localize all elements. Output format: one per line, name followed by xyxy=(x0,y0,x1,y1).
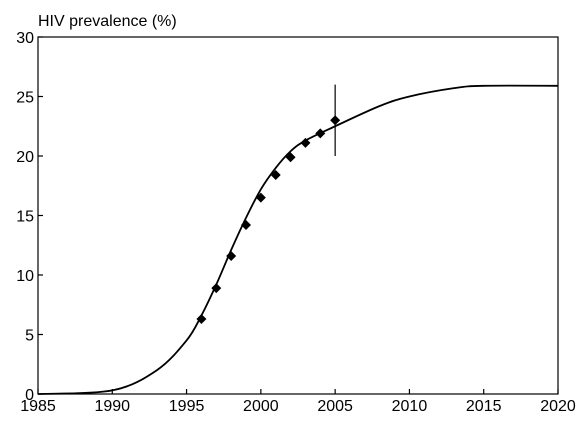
data-point-marker xyxy=(330,115,341,126)
plot-frame xyxy=(37,36,559,395)
y-axis: 0 5 10 15 20 25 30 xyxy=(16,30,43,404)
x-tick-label: 1985 xyxy=(20,398,56,415)
x-tick-label: 2005 xyxy=(317,398,353,415)
data-point-marker xyxy=(211,283,222,294)
data-point-marker xyxy=(315,128,326,139)
x-tick-label: 2020 xyxy=(540,398,576,415)
x-axis: 1985 1990 1995 2000 2005 2010 2015 2020 xyxy=(20,389,576,415)
y-tick-label: 30 xyxy=(16,30,34,47)
data-markers xyxy=(196,115,341,325)
x-tick-label: 1990 xyxy=(94,398,130,415)
data-point-marker xyxy=(285,152,296,163)
x-tick-label: 1995 xyxy=(169,398,205,415)
y-tick-label: 5 xyxy=(25,328,34,345)
data-point-marker xyxy=(226,250,237,261)
data-point-marker xyxy=(300,137,311,148)
data-point-marker xyxy=(241,220,251,231)
x-tick-label: 2015 xyxy=(466,398,502,415)
x-tick-label: 2010 xyxy=(392,398,428,415)
y-tick-label: 0 xyxy=(25,387,34,404)
y-tick-label: 15 xyxy=(16,209,34,226)
data-point-marker xyxy=(270,170,281,181)
y-tick-label: 25 xyxy=(16,90,34,107)
data-point-marker xyxy=(255,192,266,203)
y-tick-label: 10 xyxy=(16,268,34,285)
x-tick-label: 2000 xyxy=(243,398,279,415)
fitted-prevalence-curve xyxy=(37,84,559,395)
y-tick-label: 20 xyxy=(16,149,34,166)
chart-title: HIV prevalence (%) xyxy=(38,13,177,30)
data-point-marker xyxy=(196,314,207,325)
